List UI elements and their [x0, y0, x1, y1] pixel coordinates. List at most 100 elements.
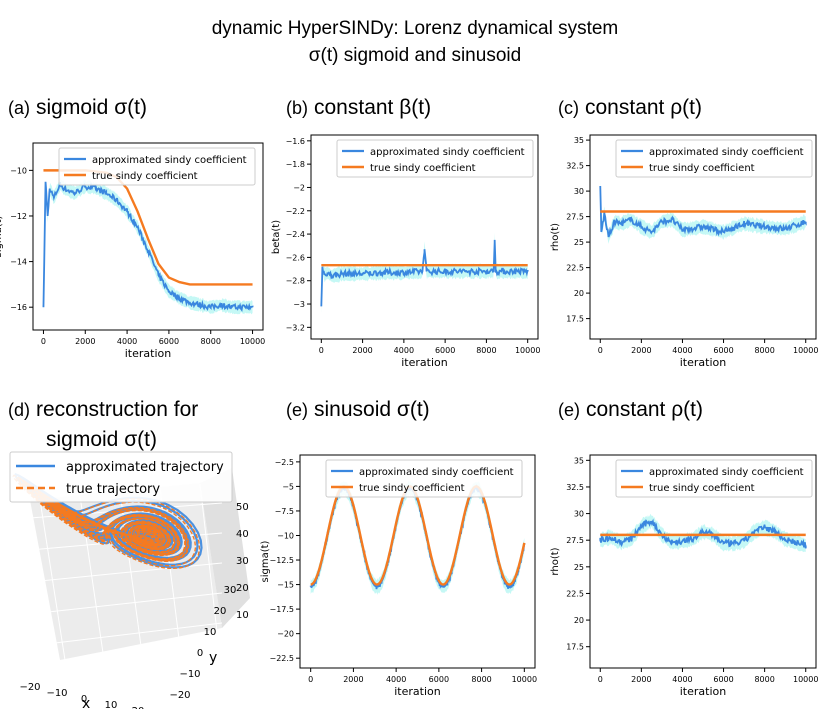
chart-d-3d-trajectory: 1020304050−20−1001020−20−100102030xyappr… [9, 451, 250, 709]
panel-c-label: (c) [558, 98, 579, 118]
grid-line [29, 622, 223, 647]
x-tick-label: 2000 [631, 346, 651, 355]
y-tick-label: 30 [224, 585, 237, 596]
y-tick-label: −1.8 [286, 160, 305, 169]
y-tick-label: 10 [204, 627, 217, 638]
legend-approx-label: approximated sindy coefficient [359, 467, 514, 478]
plot-frame [299, 454, 536, 669]
chart-b-constant-beta: 0 2000 4000 6000 8000 10000 −3.2 −3 −2.8 −2.6 −2.4… [271, 134, 540, 369]
y-tick-label: −14 [10, 258, 27, 267]
y-tick-label: 20 [214, 606, 227, 617]
panel-e2-title: (e) constant ρ(t) [558, 398, 703, 422]
x-tick-label: 8000 [754, 346, 774, 355]
x-axis-label: iteration [680, 356, 726, 369]
y-axis-label: sigma(t) [260, 540, 271, 582]
x-tick-label: 10000 [512, 675, 537, 684]
x-tick-label: 2000 [352, 346, 372, 355]
panel-a-label: (a) [8, 98, 30, 118]
panel-d-title-line2: sigmoid σ(t) [46, 428, 157, 451]
chart-e1-sinusoid-sigma: 0 2000 4000 6000 8000 10000 −22.5 −20 −17.5 −15 −1… [260, 454, 537, 698]
x-axis-label: iteration [394, 685, 440, 698]
legend-true-label: true sindy coefficient [649, 163, 755, 174]
y-tick-label: −2 [293, 183, 305, 192]
y-tick-label: 35 [574, 456, 584, 465]
y-tick-label: 30 [574, 510, 584, 519]
x-tick-label: 0 [598, 346, 603, 355]
uncertainty-band [310, 480, 525, 595]
legend-approx-label: approximated trajectory [66, 460, 224, 475]
x-tick-label: −20 [19, 682, 40, 693]
y-tick-label: 0 [197, 648, 203, 659]
y-tick-label: 20 [574, 289, 584, 298]
figure-title-line-2: σ(t) sigmoid and sinusoid [308, 45, 522, 66]
legend-box [615, 459, 813, 498]
legend-box [9, 451, 233, 503]
chart-a-sigmoid-sigma: 0 2000 4000 6000 8000 10000 −16 −14 −12 −10 iterat… [0, 142, 265, 360]
y-tick-label: −1.6 [286, 137, 305, 146]
y-tick-label: −10 [179, 669, 200, 680]
y-tick-label: −2.8 [286, 277, 305, 286]
grid-line [29, 592, 223, 615]
x-tick-label: 0 [41, 337, 46, 346]
legend-approx-label: approximated sindy coefficient [649, 467, 804, 478]
plot-frame [32, 142, 264, 331]
x-tick-label: 4000 [386, 675, 406, 684]
x-tick-label: 20 [132, 706, 145, 709]
x-tick-label: 0 [598, 675, 603, 684]
y-tick-label: 25 [574, 563, 584, 572]
x-tick-label: 6000 [713, 346, 733, 355]
y-tick-label: −2.4 [286, 230, 305, 239]
y-axis-label: y [209, 650, 217, 666]
y-tick-label: −7.5 [275, 507, 294, 516]
x-tick-label: 6000 [713, 675, 733, 684]
panel-a-title: (a) sigmoid σ(t) [8, 96, 147, 120]
x-tick-label: 2000 [343, 675, 363, 684]
x-tick-label: 4000 [394, 346, 414, 355]
x-axis-label: iteration [125, 347, 171, 360]
legend-box [615, 139, 813, 178]
legend-box [58, 147, 256, 186]
y-tick-label: −10 [277, 531, 294, 540]
plot-frame [589, 134, 817, 340]
x-tick-label: 2000 [631, 675, 651, 684]
x-tick-label: 0 [81, 694, 87, 705]
x-tick-label: 6000 [435, 346, 455, 355]
x-tick-label: 4000 [672, 675, 692, 684]
y-axis-label: rho(t) [550, 547, 561, 575]
x-tick-label: 8000 [476, 346, 496, 355]
z-tick-label: 10 [236, 610, 249, 621]
panel-e2-label: (e) [558, 400, 580, 420]
true-sindy-line [310, 485, 526, 586]
panel-c-heading: constant ρ(t) [585, 96, 702, 119]
x-tick-label: 10000 [793, 675, 818, 684]
panel-e2-heading: constant ρ(t) [586, 398, 703, 421]
y-tick-label: −22.5 [269, 654, 294, 663]
pane-right [200, 468, 250, 628]
y-tick-label: 22.5 [566, 589, 584, 598]
panel-d-title: (d) reconstruction for [8, 398, 198, 422]
y-tick-label: −12 [10, 212, 27, 221]
y-tick-label: −2.2 [286, 207, 305, 216]
uncertainty-band [600, 180, 806, 244]
x-tick-label: 2000 [75, 337, 95, 346]
panel-e1-label: (e) [286, 400, 308, 420]
y-tick-label: −3.2 [286, 323, 305, 332]
x-tick-label: 0 [319, 346, 324, 355]
true-trajectory [12, 474, 201, 570]
legend-box [325, 459, 523, 498]
z-tick-label: 20 [236, 583, 249, 594]
y-tick-label: −12.5 [269, 556, 294, 565]
chart-c-constant-rho: 0 2000 4000 6000 8000 10000 17.5 20 22.5 25 27.5 30… [550, 134, 818, 369]
legend-approx-label: approximated sindy coefficient [92, 155, 247, 166]
panel-a-heading: sigmoid σ(t) [36, 96, 147, 119]
uncertainty-band [43, 177, 253, 315]
legend-true-label: true trajectory [66, 482, 160, 497]
x-tick-label: 0 [308, 675, 313, 684]
x-tick-label: 6000 [429, 675, 449, 684]
x-tick-label: 4000 [117, 337, 137, 346]
plot-frame [589, 454, 817, 669]
y-tick-label: −5 [282, 482, 294, 491]
y-tick-label: 17.5 [566, 315, 584, 324]
panel-d-label: (d) [8, 400, 30, 420]
panel-b-title: (b) constant β(t) [286, 96, 431, 120]
